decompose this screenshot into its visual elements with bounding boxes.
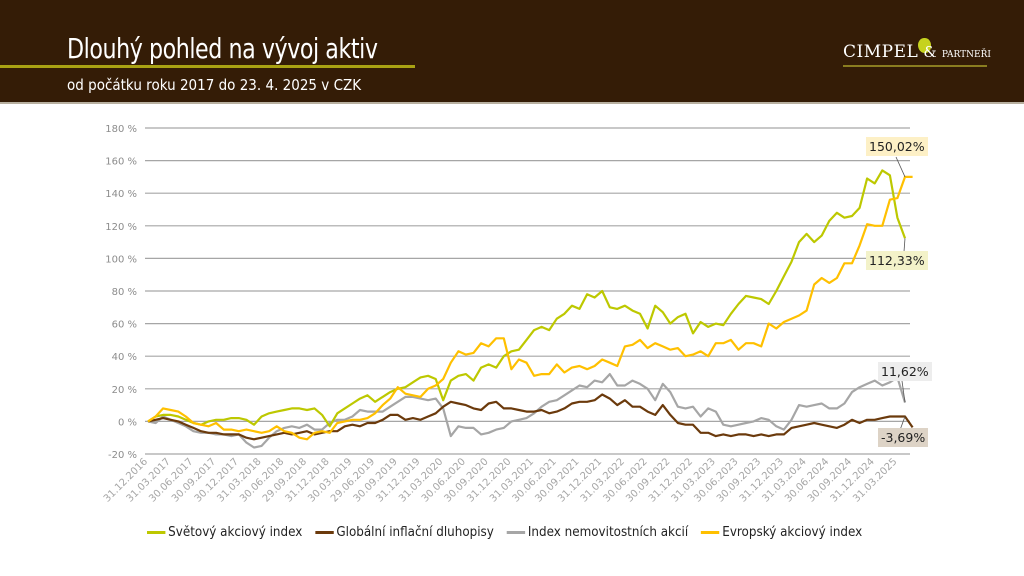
legend-label: Index nemovitostních akcií bbox=[527, 525, 689, 540]
y-tick-label: 100 % bbox=[105, 254, 137, 265]
page-subtitle: od počátku roku 2017 do 23. 4. 2025 v CZ… bbox=[67, 76, 362, 94]
legend-item: Evropský akciový index bbox=[701, 525, 862, 540]
legend-label: Světový akciový index bbox=[168, 525, 303, 540]
y-tick-label: 40 % bbox=[112, 352, 137, 363]
y-tick-label: 80 % bbox=[112, 287, 137, 298]
logo-underline bbox=[843, 65, 987, 67]
y-tick-label: 140 % bbox=[105, 189, 137, 200]
legend-item: Index nemovitostních akcií bbox=[506, 525, 689, 540]
end-value-label: 112,33% bbox=[866, 251, 928, 270]
end-value-label: 11,62% bbox=[878, 362, 932, 381]
legend-label: Globální inflační dluhopisy bbox=[336, 525, 494, 540]
page-title: Dlouhý pohled na vývoj aktiv bbox=[67, 32, 378, 65]
series-line-1 bbox=[147, 393, 914, 441]
data-label-leader bbox=[895, 156, 906, 178]
series-line-3 bbox=[147, 175, 913, 441]
series-line-2 bbox=[147, 373, 907, 449]
logo-small: PARTNEŘI bbox=[941, 50, 991, 60]
y-tick-label: 120 % bbox=[105, 222, 137, 233]
title-underline bbox=[0, 65, 415, 68]
legend-swatch-icon bbox=[315, 531, 334, 534]
legend-swatch-icon bbox=[147, 531, 166, 534]
data-label-leader bbox=[899, 416, 906, 431]
end-value-label: 150,02% bbox=[866, 137, 928, 156]
y-tick-label: 0 % bbox=[118, 417, 137, 428]
legend-label: Evropský akciový index bbox=[722, 525, 863, 540]
y-tick-label: 20 % bbox=[112, 385, 137, 396]
legend-swatch-icon bbox=[506, 531, 526, 534]
data-label-leader bbox=[901, 380, 906, 403]
y-tick-label: 160 % bbox=[105, 157, 137, 168]
logo-main: CIMPEL bbox=[843, 42, 919, 62]
end-value-label: -3,69% bbox=[878, 428, 929, 447]
legend-item: Globální inflační dluhopisy bbox=[315, 525, 494, 540]
y-tick-label: -20 % bbox=[108, 450, 137, 461]
header-bar: Dlouhý pohled na vývoj aktiv od počátku … bbox=[0, 0, 1024, 104]
chart-legend: Světový akciový index Globální inflační d… bbox=[147, 525, 862, 540]
legend-item: Světový akciový index bbox=[147, 525, 302, 540]
logo-amp: & bbox=[923, 43, 937, 61]
y-tick-label: 180 % bbox=[105, 124, 137, 135]
company-logo: CIMPEL & PARTNEŘI bbox=[843, 42, 991, 62]
logo-leaf-icon bbox=[918, 38, 931, 53]
legend-swatch-icon bbox=[701, 531, 720, 534]
y-tick-label: 60 % bbox=[112, 320, 137, 331]
series-line-0 bbox=[147, 169, 907, 428]
